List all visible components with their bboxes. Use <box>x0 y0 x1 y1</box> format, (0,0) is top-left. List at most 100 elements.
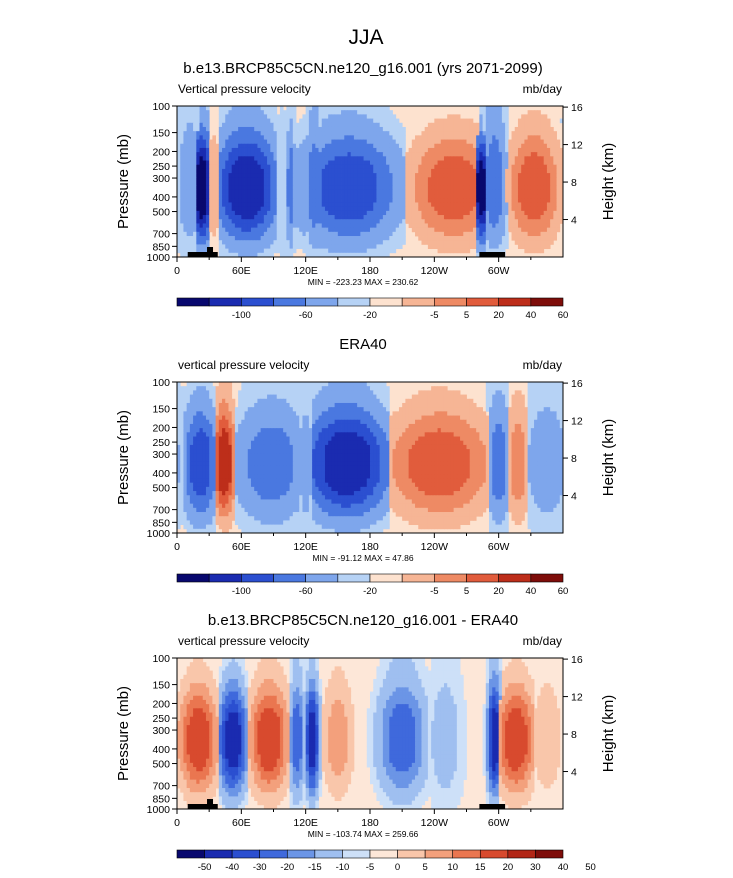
contour-cell <box>235 411 239 416</box>
contour-cell <box>441 169 445 174</box>
contour-cell <box>219 403 223 408</box>
contour-cell <box>196 161 200 166</box>
contour-cell <box>261 198 265 203</box>
contour-cell <box>383 416 387 421</box>
contour-cell <box>196 140 200 145</box>
contour-cell <box>505 123 509 128</box>
contour-cell <box>463 223 467 228</box>
contour-cell <box>373 161 377 166</box>
contour-cell <box>277 215 281 220</box>
contour-cell <box>335 386 339 391</box>
contour-cell <box>357 411 361 416</box>
contour-cell <box>357 165 361 170</box>
contour-cell <box>386 114 390 119</box>
contour-cell <box>357 395 361 400</box>
contour-cell <box>286 161 290 166</box>
contour-cell <box>274 144 278 149</box>
contour-cell <box>251 140 255 145</box>
contour-cell <box>270 127 274 132</box>
contour-cell <box>286 114 290 119</box>
contour-cell <box>425 140 429 145</box>
contour-cell <box>222 232 226 237</box>
contour-cell <box>476 165 480 170</box>
contour-cell <box>396 215 400 220</box>
contour-cell <box>232 140 236 145</box>
contour-cell <box>528 156 532 161</box>
contour-cell <box>434 386 438 391</box>
contour-cell <box>338 140 342 145</box>
contour-cell <box>528 228 532 233</box>
contour-cell <box>306 382 310 387</box>
contour-cell <box>528 249 532 254</box>
contour-cell <box>177 244 181 249</box>
contour-cell <box>393 236 397 241</box>
contour-cell <box>367 194 371 199</box>
contour-cell <box>463 403 467 408</box>
contour-cell <box>518 152 522 157</box>
contour-cell <box>537 249 541 254</box>
contour-cell <box>335 106 339 111</box>
contour-cell <box>421 211 425 216</box>
contour-cell <box>200 399 204 404</box>
contour-cell <box>232 244 236 249</box>
contour-cell <box>370 395 374 400</box>
contour-cell <box>238 416 242 421</box>
contour-cell <box>534 211 538 216</box>
contour-cell <box>412 407 416 412</box>
contour-cell <box>225 127 229 132</box>
contour-cell <box>540 152 544 157</box>
contour-cell <box>428 177 432 182</box>
contour-cell <box>396 140 400 145</box>
contour-cell <box>270 240 274 245</box>
contour-cell <box>393 249 397 254</box>
contour-cell <box>386 194 390 199</box>
contour-cell <box>251 211 255 216</box>
contour-cell <box>293 165 297 170</box>
contour-cell <box>399 140 403 145</box>
contour-cell <box>238 395 242 400</box>
contour-cell <box>483 411 487 416</box>
contour-cell <box>232 186 236 191</box>
contour-cell <box>312 177 316 182</box>
contour-cell <box>357 236 361 241</box>
contour-cell <box>245 407 249 412</box>
contour-cell <box>200 106 204 111</box>
contour-cell <box>251 403 255 408</box>
contour-cell <box>470 156 474 161</box>
contour-cell <box>200 202 204 207</box>
contour-cell <box>492 211 496 216</box>
contour-cell <box>309 416 313 421</box>
contour-cell <box>544 148 548 153</box>
contour-cell <box>251 416 255 421</box>
contour-cell <box>277 169 281 174</box>
contour-cell <box>274 140 278 145</box>
contour-cell <box>486 244 490 249</box>
contour-cell <box>524 249 528 254</box>
contour-cell <box>495 182 499 187</box>
contour-cell <box>280 186 284 191</box>
contour-cell <box>444 194 448 199</box>
contour-cell <box>280 114 284 119</box>
contour-cell <box>383 177 387 182</box>
contour-cell <box>257 156 261 161</box>
contour-cell <box>495 219 499 224</box>
contour-cell <box>319 127 323 132</box>
contour-cell <box>290 395 294 400</box>
contour-cell <box>376 395 380 400</box>
contour-cell <box>235 207 239 212</box>
contour-cell <box>293 240 297 245</box>
contour-cell <box>492 156 496 161</box>
colorbar-box <box>306 298 338 306</box>
contour-cell <box>193 186 197 191</box>
contour-cell <box>274 403 278 408</box>
contour-cell <box>515 416 519 421</box>
contour-cell <box>402 131 406 136</box>
contour-cell <box>544 198 548 203</box>
contour-cell <box>212 165 216 170</box>
contour-cell <box>553 390 557 395</box>
contour-cell <box>457 223 461 228</box>
contour-cell <box>319 144 323 149</box>
contour-cell <box>460 127 464 132</box>
contour-cell <box>290 123 294 128</box>
contour-cell <box>306 232 310 237</box>
